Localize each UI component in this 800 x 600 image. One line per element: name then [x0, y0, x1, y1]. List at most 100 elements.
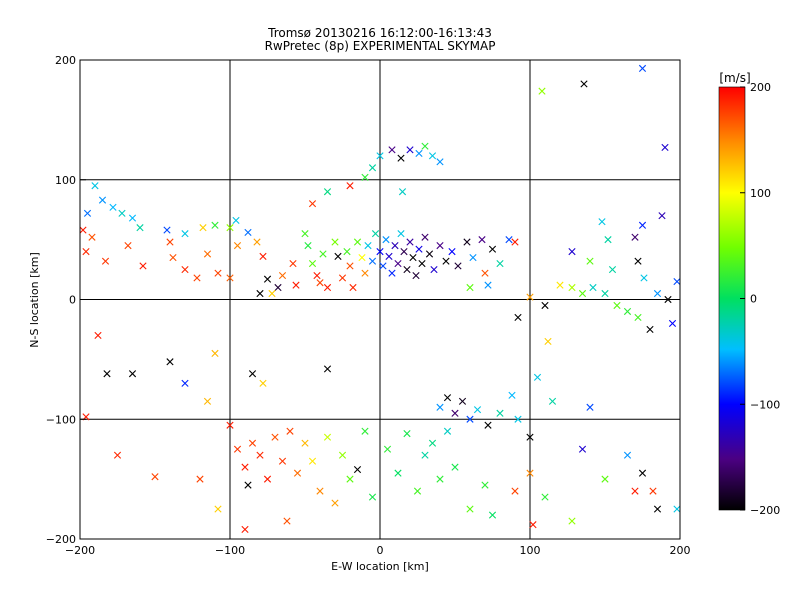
x-axis-label: E-W location [km] [331, 560, 429, 573]
data-point-x-marker [541, 493, 549, 501]
data-point-x-marker [128, 370, 137, 378]
data-point-x-marker [397, 154, 405, 162]
data-point-x-marker [346, 182, 354, 190]
data-point-x-marker [568, 517, 576, 525]
x-marker-stroke [653, 505, 662, 513]
x-marker-stroke [259, 379, 267, 387]
x-marker-stroke [608, 265, 617, 274]
data-point-x-marker [436, 242, 444, 250]
x-marker-stroke [166, 358, 174, 366]
data-point-x-marker [263, 475, 272, 483]
x-marker-stroke [193, 274, 201, 282]
x-marker-stroke [361, 427, 369, 435]
x-marker-stroke [232, 216, 240, 225]
x-marker-stroke [412, 271, 420, 280]
data-point-x-marker [578, 445, 587, 453]
x-marker-stroke [466, 415, 474, 423]
data-point-x-marker [425, 250, 434, 258]
x-marker-stroke [226, 421, 234, 429]
x-marker-stroke [511, 238, 519, 246]
x-marker-stroke [586, 257, 594, 265]
data-point-x-marker [353, 238, 362, 246]
x-marker-stroke [256, 289, 264, 298]
x-marker-stroke [301, 230, 309, 238]
data-points [80, 64, 680, 534]
x-marker-stroke [226, 274, 234, 282]
x-marker-stroke [338, 274, 347, 282]
data-point-x-marker [511, 487, 519, 495]
y-axis-ticks: −200 −100 0 100 200 [46, 54, 86, 546]
data-point-x-marker [308, 259, 317, 268]
data-point-x-marker [232, 216, 240, 225]
data-point-x-marker [586, 403, 594, 411]
data-point-x-marker [406, 146, 414, 154]
x-marker-stroke [533, 373, 542, 381]
data-point-x-marker [151, 473, 159, 481]
x-marker-stroke [379, 262, 387, 270]
data-point-x-marker [211, 349, 219, 357]
data-point-x-marker [473, 406, 482, 414]
data-point-x-marker [304, 242, 312, 250]
data-point-x-marker [466, 415, 474, 423]
x-tick-label: 0 [377, 544, 384, 557]
x-marker-stroke [451, 409, 459, 417]
x-marker-stroke [403, 430, 411, 438]
x-marker-stroke [634, 313, 642, 322]
x-marker-stroke [353, 238, 362, 246]
data-point-x-marker [256, 451, 264, 459]
x-marker-stroke [383, 445, 392, 453]
x-marker-stroke [128, 370, 137, 378]
x-marker-stroke [289, 259, 297, 268]
x-marker-stroke [488, 245, 497, 253]
data-point-x-marker [548, 397, 557, 405]
x-marker-stroke [463, 238, 471, 246]
data-point-x-marker [421, 451, 429, 459]
x-marker-stroke [292, 281, 300, 289]
colorbar-tick-label: 100 [750, 187, 771, 200]
x-marker-stroke [169, 253, 177, 262]
chart-subtitle: RwPretec (8p) EXPERIMENTAL SKYMAP [265, 39, 496, 53]
x-marker-stroke [181, 379, 189, 387]
data-point-x-marker [323, 188, 332, 196]
x-marker-stroke [421, 233, 429, 241]
data-point-x-marker [481, 269, 489, 277]
data-point-x-marker [259, 252, 267, 260]
x-marker-stroke [473, 406, 482, 414]
x-marker-stroke [568, 517, 576, 525]
colorbar-ticks: 200 100 0 −100 −200 [740, 81, 780, 517]
x-marker-stroke [397, 154, 405, 162]
x-marker-stroke [400, 248, 408, 256]
data-point-x-marker [391, 242, 399, 250]
x-marker-stroke [308, 457, 317, 465]
data-point-x-marker [484, 421, 492, 429]
x-marker-stroke [415, 245, 423, 253]
x-marker-stroke [398, 188, 407, 196]
data-point-x-marker [241, 525, 249, 534]
data-point-x-marker [226, 224, 234, 232]
data-point-x-marker [653, 505, 662, 513]
x-marker-stroke [128, 214, 137, 222]
x-marker-stroke [94, 331, 102, 340]
x-marker-stroke [556, 281, 564, 289]
x-marker-stroke [604, 236, 612, 244]
data-point-x-marker [256, 289, 264, 298]
data-point-x-marker [128, 214, 137, 222]
x-marker-stroke [454, 262, 462, 270]
x-marker-stroke [346, 182, 354, 190]
y-axis-label: N-S location [km] [28, 252, 41, 348]
data-point-x-marker [376, 152, 384, 160]
colorbar: [m/s] 200 100 0 −100 −200 [718, 71, 780, 517]
x-marker-stroke [388, 269, 396, 277]
data-point-x-marker [211, 221, 219, 229]
data-point-x-marker [646, 325, 654, 334]
x-marker-stroke [301, 439, 309, 447]
x-marker-stroke [343, 248, 351, 256]
plot-area [79, 59, 681, 540]
data-point-x-marker [634, 257, 642, 265]
x-marker-stroke [466, 505, 474, 513]
data-point-x-marker [82, 248, 90, 256]
data-point-x-marker [469, 253, 477, 262]
data-point-x-marker [203, 250, 212, 258]
data-point-x-marker [400, 248, 408, 256]
